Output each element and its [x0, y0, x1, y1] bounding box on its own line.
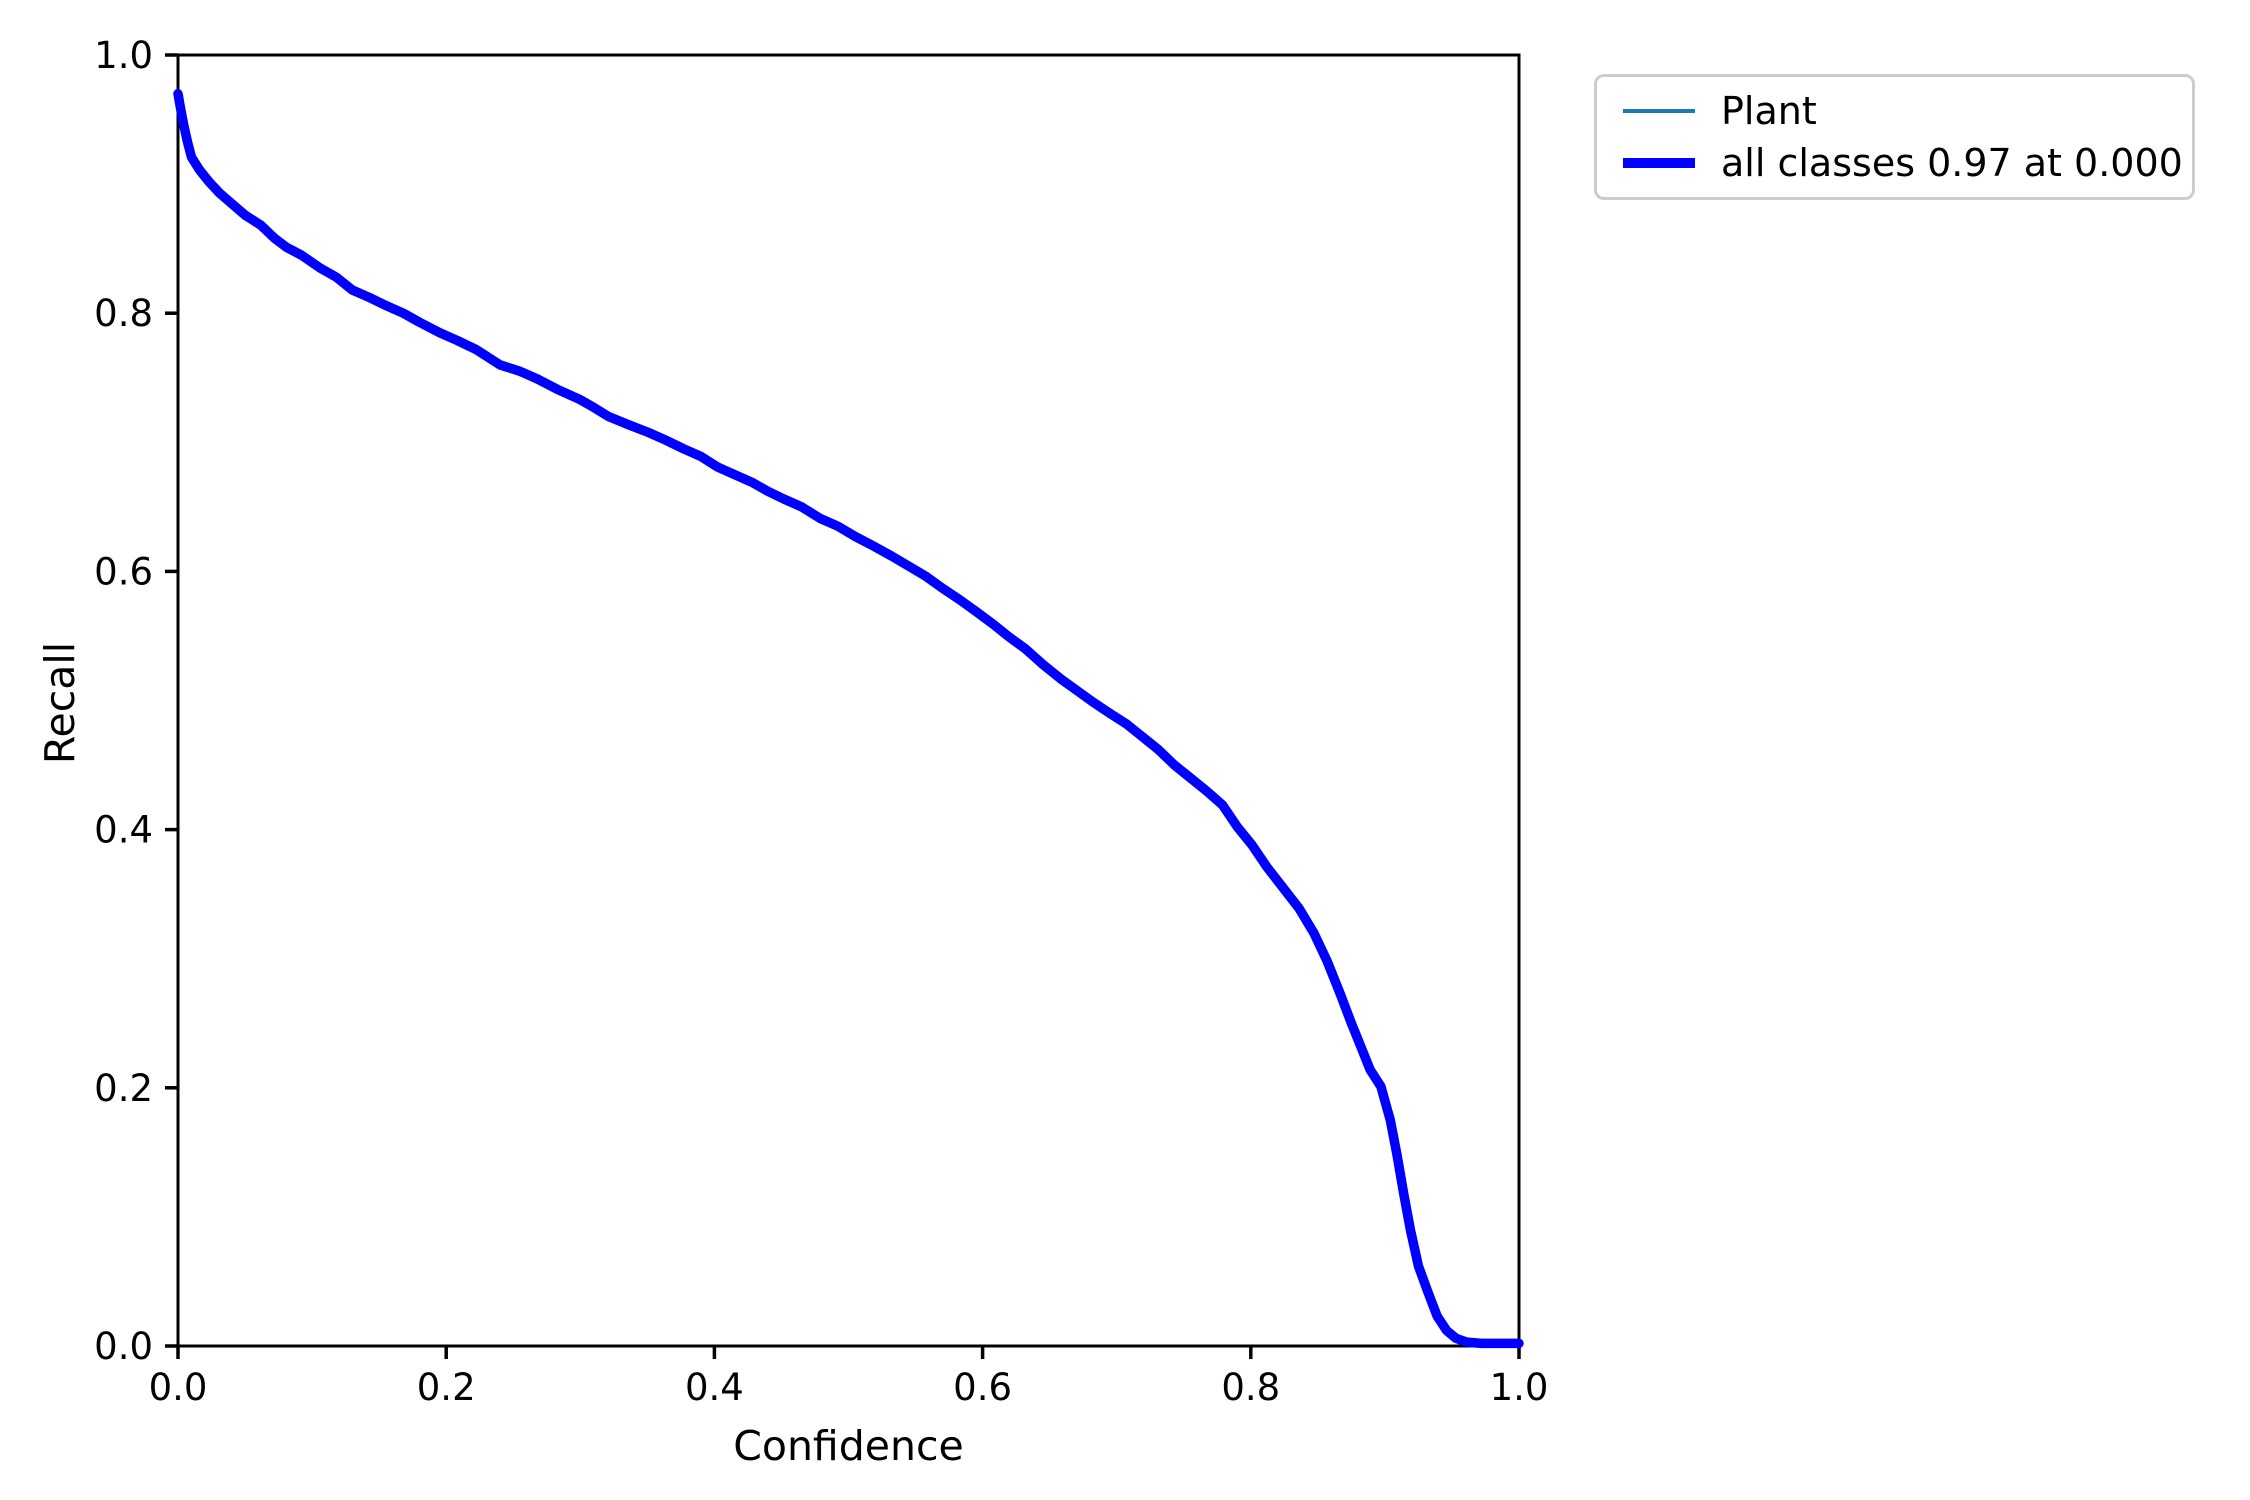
all-classes-curve [173, 88, 1524, 1349]
plant-line-swatch [1623, 108, 1695, 113]
legend-label-all-classes: all classes 0.97 at 0.000 [1721, 141, 2183, 186]
plot-frame [176, 53, 1521, 1348]
legend: Plant all classes 0.97 at 0.000 [1594, 74, 2195, 200]
y-tick-label: 0.2 [94, 1067, 153, 1110]
plant-curve [176, 91, 1521, 1346]
y-tick-label: 1.0 [94, 34, 153, 77]
y-tick-label: 0.6 [94, 550, 153, 593]
all-classes-line-swatch [1623, 158, 1695, 169]
y-tick-label: 0.4 [94, 809, 153, 852]
legend-item-all-classes: all classes 0.97 at 0.000 [1623, 144, 2192, 182]
y-axis-label: Recall [36, 641, 84, 765]
x-tick-label: 0.4 [685, 1366, 744, 1409]
x-tick-label: 0.8 [1221, 1366, 1280, 1409]
x-tick-label: 0.0 [149, 1366, 208, 1409]
legend-item-plant: Plant [1623, 92, 2192, 130]
x-axis-label: Confidence [733, 1422, 964, 1470]
x-tick-label: 1.0 [1490, 1366, 1549, 1409]
x-tick-label: 0.2 [417, 1366, 476, 1409]
y-tick-label: 0.0 [94, 1325, 153, 1368]
y-tick-label: 0.8 [94, 292, 153, 335]
legend-label-plant: Plant [1721, 88, 1817, 133]
x-tick-label: 0.6 [953, 1366, 1012, 1409]
